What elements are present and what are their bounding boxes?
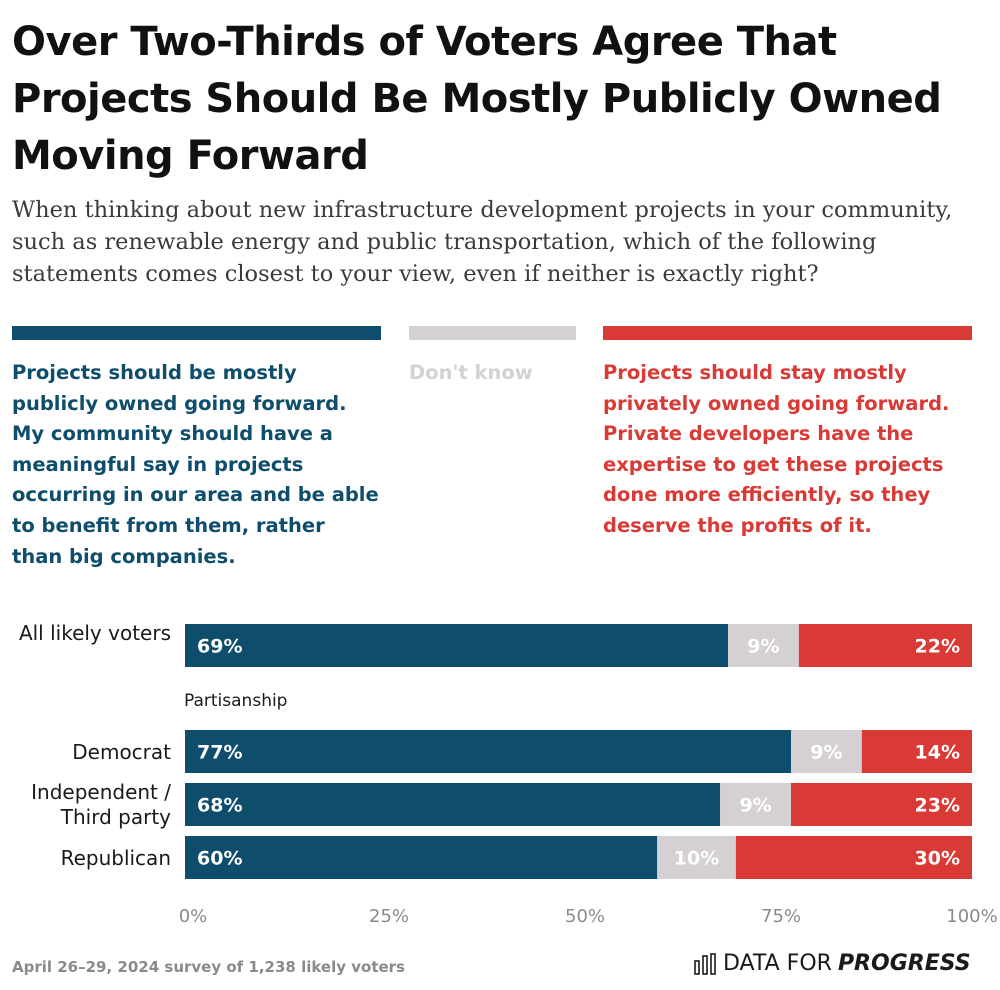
bar-chart-icon: [694, 952, 716, 975]
legend-item-public: Projects should be mostly publicly owned…: [12, 326, 381, 572]
legend-swatch-dont-know: [409, 326, 576, 340]
bar-democrat-series-2: [861, 730, 972, 773]
logo-text-regular: DATA FOR: [723, 951, 832, 976]
bar-republican-series-2: [735, 836, 972, 879]
category-label-republican: Republican: [60, 846, 171, 870]
bar-all-likely-voters-series-0: [185, 624, 729, 667]
bar-all-likely-voters-series-2: [798, 624, 972, 667]
chart-title: Over Two-Thirds of Voters Agree That Pro…: [12, 19, 942, 179]
bar-republican-series-0: [185, 836, 658, 879]
data-label-independent-third-party-series-0: 68%: [197, 795, 242, 817]
data-label-democrat-series-0: 77%: [197, 742, 242, 764]
footnote: April 26–29, 2024 survey of 1,238 likely…: [12, 958, 405, 976]
legend-item-private: Projects should stay mostly privately ow…: [603, 326, 972, 542]
bar-democrat-series-1: [790, 730, 862, 773]
category-label-democrat: Democrat: [72, 740, 171, 764]
bar-independent-third-party-series-2: [790, 783, 972, 826]
x-tick-100: 100%: [946, 906, 998, 927]
x-tick-0: 0%: [178, 906, 208, 927]
data-for-progress-logo: DATA FOR PROGRESS: [694, 951, 971, 976]
legend-label-private: Projects should stay mostly privately ow…: [603, 361, 950, 537]
bar-independent-third-party-series-0: [185, 783, 721, 826]
data-label-democrat-series-1: 9%: [810, 742, 842, 764]
data-label-democrat-series-2: 14%: [915, 742, 960, 764]
data-label-all-likely-voters-series-1: 9%: [747, 636, 779, 658]
legend-swatch-private: [603, 326, 972, 340]
chart-subtitle: When thinking about new infrastructure d…: [12, 197, 953, 287]
category-label-all-likely-voters: All likely voters: [18, 621, 171, 645]
category-label-independent: Independent / Third party: [31, 780, 171, 829]
data-label-republican-series-1: 10%: [674, 848, 719, 870]
data-label-republican-series-0: 60%: [197, 848, 242, 870]
data-label-all-likely-voters-series-2: 22%: [915, 636, 960, 658]
x-tick-25: 25%: [368, 906, 410, 927]
legend-item-dont-know: Don't know: [409, 326, 576, 389]
data-label-all-likely-voters-series-0: 69%: [197, 636, 242, 658]
bar-democrat-series-0: [185, 730, 791, 773]
legend-label-dont-know: Don't know: [409, 361, 533, 384]
data-label-republican-series-2: 30%: [915, 848, 960, 870]
x-tick-75: 75%: [760, 906, 802, 927]
legend-label-public: Projects should be mostly publicly owned…: [12, 361, 379, 568]
bar-republican-series-1: [657, 836, 736, 879]
legend-swatch-public: [12, 326, 381, 340]
logo-text-bold: PROGRESS: [837, 951, 971, 976]
data-label-independent-third-party-series-2: 23%: [915, 795, 960, 817]
bar-all-likely-voters-series-1: [728, 624, 799, 667]
data-label-independent-third-party-series-1: 9%: [739, 795, 771, 817]
x-tick-50: 50%: [564, 906, 606, 927]
bar-independent-third-party-series-1: [720, 783, 791, 826]
group-label-partisanship: Partisanship: [184, 691, 288, 711]
